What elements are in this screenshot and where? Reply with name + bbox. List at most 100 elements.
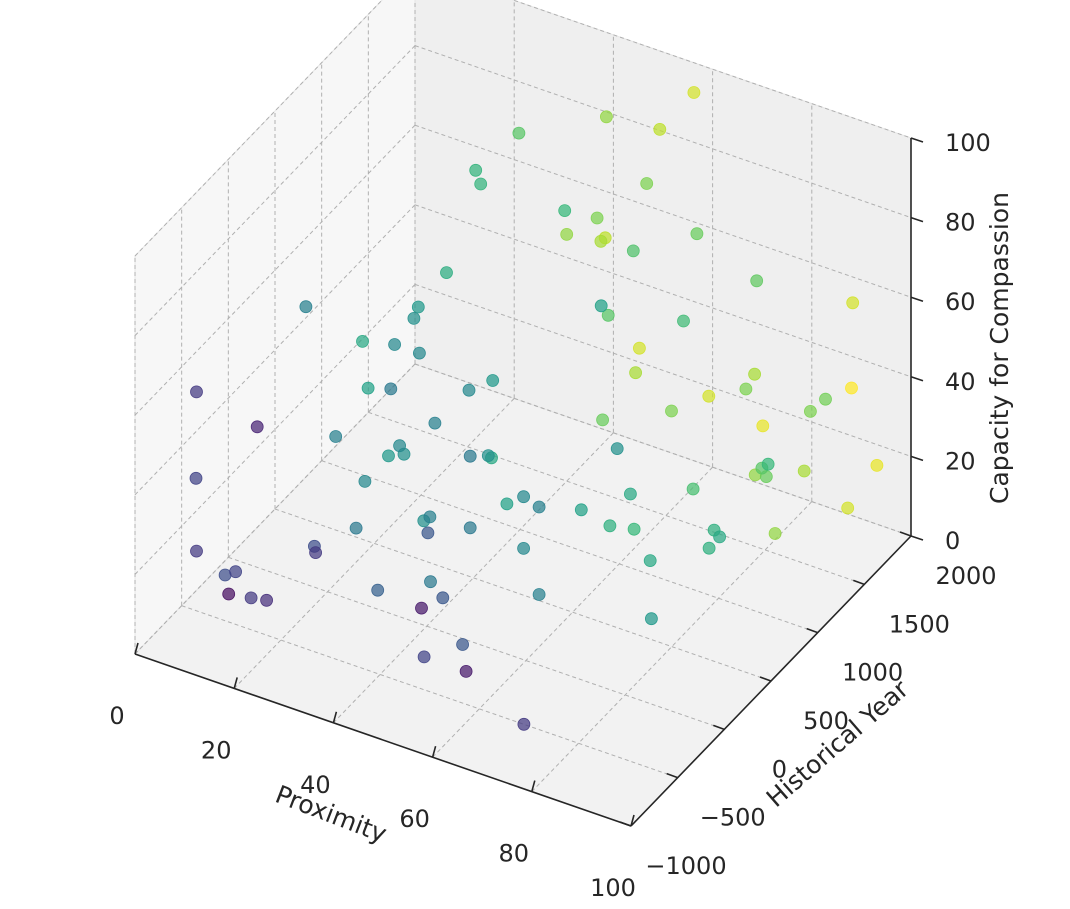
gridline-y-floor xyxy=(181,605,678,779)
x-tick-label: 20 xyxy=(201,736,232,764)
z-tick-label: 0 xyxy=(945,527,960,555)
scatter-point xyxy=(640,177,654,190)
scatter-point xyxy=(748,367,761,381)
gridline-y-floor xyxy=(321,460,818,634)
z-tick xyxy=(910,137,924,143)
scatter-point xyxy=(415,601,428,615)
scatter-point xyxy=(358,474,372,488)
scatter-point xyxy=(846,296,860,310)
scatter-point xyxy=(486,374,500,387)
scatter-point xyxy=(260,593,274,607)
scatter-point xyxy=(436,591,450,605)
scatter-point xyxy=(819,392,832,406)
scatter-point xyxy=(411,300,425,314)
scatter-point xyxy=(574,503,588,517)
scatter-point xyxy=(481,449,495,463)
scatter-point xyxy=(845,381,858,395)
scatter-point xyxy=(603,519,617,533)
z-tick xyxy=(910,216,924,223)
scatter-point xyxy=(229,565,243,579)
scatter-point xyxy=(517,717,531,731)
scatter-point xyxy=(532,500,546,514)
z-tick xyxy=(910,296,924,302)
x-tick xyxy=(531,780,536,792)
y-tick xyxy=(759,676,772,682)
gridline-y-floor xyxy=(368,411,865,585)
y-tick xyxy=(619,821,632,827)
y-axis-label: Historical Year xyxy=(761,674,915,813)
scatter-point xyxy=(756,419,770,433)
scatter-point xyxy=(797,464,811,478)
axis-lines xyxy=(134,137,924,827)
scatter-point xyxy=(594,234,608,248)
scatter-point xyxy=(610,442,624,456)
scatter-point xyxy=(653,122,667,136)
x-tick-label: 40 xyxy=(300,771,331,799)
scatter-point xyxy=(645,612,658,626)
scatter-point xyxy=(440,266,453,280)
scatter-point xyxy=(393,439,407,453)
x-tick xyxy=(233,677,238,689)
scatter-point xyxy=(421,526,435,540)
scatter-point xyxy=(459,665,473,678)
scatter-point xyxy=(349,521,363,535)
y-tick xyxy=(899,531,912,537)
scatter-point xyxy=(558,204,572,218)
scatter-point xyxy=(768,527,782,540)
scatter-point xyxy=(299,300,313,314)
scatter-point xyxy=(456,638,470,651)
scatter-point xyxy=(250,420,264,434)
y-tick-label: −500 xyxy=(700,804,766,832)
x-axis-label: Proximity xyxy=(271,780,390,849)
scatter-point xyxy=(601,308,615,322)
scatter-point xyxy=(677,314,690,328)
data-points xyxy=(189,86,884,731)
axis-panes xyxy=(134,0,912,827)
y-tick xyxy=(713,724,725,731)
scatter-point xyxy=(517,490,530,504)
scatter-point xyxy=(690,227,704,241)
x-tick-label: 100 xyxy=(590,874,636,902)
scatter-point xyxy=(517,542,530,555)
scatter-point xyxy=(761,457,775,471)
z-tick xyxy=(910,535,924,541)
scatter-point xyxy=(423,510,437,524)
scatter-point xyxy=(627,522,641,536)
scatter-point xyxy=(384,382,398,396)
y-tick xyxy=(806,627,818,634)
y-tick-label: −1000 xyxy=(645,852,726,880)
x-tick xyxy=(134,642,139,655)
gridline-z-back xyxy=(414,283,912,457)
scatter-point xyxy=(624,487,637,501)
scatter-point xyxy=(309,546,323,559)
scatter-point xyxy=(532,588,546,601)
scatter-point xyxy=(702,389,716,403)
scatter-point xyxy=(665,404,678,418)
y-tick-label: 0 xyxy=(772,755,787,783)
x-tick-label: 80 xyxy=(499,840,530,868)
scatter-point xyxy=(560,227,574,241)
scatter-point xyxy=(594,299,608,313)
scatter-point xyxy=(412,346,426,360)
gridline-z-back xyxy=(414,124,912,298)
y-tick-label: 2000 xyxy=(935,562,996,590)
z-tick-label: 60 xyxy=(945,288,976,316)
scatter-point xyxy=(750,274,764,288)
scatter-point xyxy=(702,541,716,555)
scatter-point xyxy=(329,430,343,443)
scatter-point xyxy=(804,404,817,418)
scatter-point xyxy=(512,126,526,140)
scatter-point xyxy=(596,413,609,427)
scatter-point xyxy=(189,471,203,485)
scatter-point xyxy=(590,211,604,225)
scatter-point xyxy=(841,501,855,515)
z-tick xyxy=(910,455,924,462)
y-tick-label: 1000 xyxy=(842,659,903,687)
scatter-point xyxy=(687,86,701,99)
z-tick-label: 40 xyxy=(945,368,976,396)
scatter-point xyxy=(600,110,613,124)
scatter-point xyxy=(407,311,421,325)
gridline-z-back xyxy=(414,363,912,537)
